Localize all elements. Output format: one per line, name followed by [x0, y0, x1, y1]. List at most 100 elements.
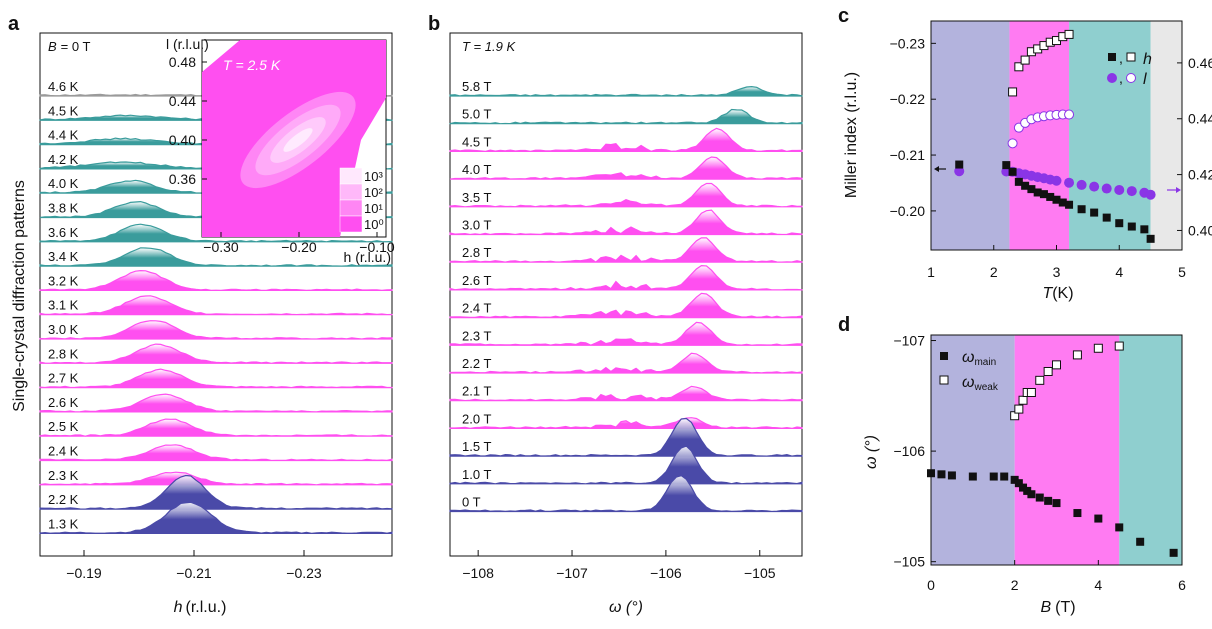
inset-y-tick-label: 0.36 — [169, 171, 196, 187]
panel-label-a: a — [8, 13, 20, 35]
inset-y-tick-label: 0.48 — [169, 54, 196, 70]
trace-label: 3.1 K — [48, 298, 79, 313]
panel-label-d: d — [838, 314, 850, 336]
colorbar-label: 10³ — [364, 169, 383, 184]
trace-2p6-K — [39, 393, 393, 413]
panel-c-x-label: T(K) — [1042, 285, 1073, 302]
b-x-tick-label: −105 — [744, 565, 776, 581]
trace-2p3-K — [39, 471, 393, 486]
trace-1p5-T — [449, 417, 803, 457]
d-x-tick-label: 6 — [1178, 577, 1186, 593]
inset-y-label: l (r.l.u.) — [166, 36, 209, 52]
h-main-point — [1077, 205, 1086, 214]
c-y-right-tick-label: 0.40 — [1188, 222, 1212, 238]
trace-label: 3.0 T — [462, 218, 491, 233]
omega-weak-point — [1114, 341, 1124, 351]
trace-label: 1.0 T — [462, 467, 491, 482]
trace-2p7-K — [39, 368, 393, 389]
omega-main-point — [937, 470, 946, 479]
legend-h-main-marker — [1108, 53, 1116, 61]
d-y-tick-label: −106 — [893, 443, 925, 459]
omega-main-point — [927, 469, 935, 478]
omega-main-point — [1052, 499, 1061, 508]
trace-label: 2.8 K — [48, 346, 79, 361]
trace-label: 3.2 K — [48, 273, 79, 288]
d-y-tick-label: −107 — [893, 333, 925, 349]
h-main-point — [1002, 161, 1011, 170]
trace-3p4-K — [39, 247, 393, 267]
omega-main-point — [1035, 493, 1044, 502]
trace-label: 2.8 T — [462, 245, 491, 260]
h-main-point — [1014, 177, 1023, 186]
colorbar-label: 10¹ — [364, 201, 383, 216]
panel-c: c 1 2 3 4 5 −0.23 −0.22 −0.21 −0.20 0.46 0.44 0.42 0… — [838, 5, 1212, 302]
h-weak-point — [1064, 29, 1074, 39]
trace-2p2-T — [449, 352, 803, 374]
trace-label: 4.0 T — [462, 162, 491, 177]
h-main-point — [1140, 225, 1149, 234]
d-x-tick-label: 2 — [1011, 577, 1019, 593]
a-x-tick-label: −0.19 — [66, 565, 102, 581]
panel-a-trace-labels: 4.6 K 4.5 K 4.4 K 4.2 K 4.0 K 3.8 K 3.6 K 3.4 K… — [48, 79, 79, 531]
inset-title: T = 2.5 K — [223, 57, 281, 73]
trace-label: 5.8 T — [462, 79, 491, 94]
l-main-point — [1126, 186, 1137, 197]
panel-c-legend: , h , l — [1107, 50, 1152, 88]
trace-1p3-K — [39, 501, 393, 535]
panel-d: d 0 2 4 6 −107 −106 −105 B (T) ω (°) ωmain ωwea… — [838, 314, 1186, 616]
omega-main-point — [1136, 537, 1145, 546]
l-main-point — [1076, 179, 1087, 190]
legend-weak-label: ωweak — [962, 374, 999, 393]
panel-b-frame — [449, 32, 803, 557]
l-main-point — [1064, 177, 1075, 188]
left-axis-arrowhead — [934, 166, 939, 172]
trace-2p4-T — [449, 292, 803, 319]
trace-4p0-T — [449, 156, 803, 180]
trace-label: 2.4 K — [48, 444, 79, 459]
h-main-point — [1058, 198, 1067, 207]
omega-main-point — [1019, 483, 1028, 492]
inset-y-tick-label: 0.44 — [169, 93, 196, 109]
omega-weak-point — [1052, 360, 1061, 370]
h-main-point — [1102, 213, 1111, 222]
phase-region — [931, 335, 1015, 565]
c-y-left-tick-label: −0.22 — [890, 91, 926, 107]
panel-d-frame — [930, 334, 1183, 566]
trace-label: 3.5 T — [462, 190, 491, 205]
panel-d-y-label: ω (°) — [863, 435, 880, 469]
c-y-left-tick-label: −0.23 — [890, 35, 926, 51]
panel-a-x-var: h — [174, 599, 183, 616]
legend-l-label: l — [1143, 71, 1147, 88]
l-main-point — [1089, 181, 1100, 192]
inset-y-tick-label: 0.40 — [169, 132, 196, 148]
c-x-tick-label: 3 — [1053, 264, 1061, 280]
h-weak-point — [1014, 62, 1024, 72]
trace-label: 2.0 T — [462, 411, 491, 426]
legend-sep-2: , — [1119, 70, 1123, 86]
trace-2p3-T — [449, 321, 803, 346]
c-x-tick-label: 4 — [1115, 264, 1123, 280]
colorbar-swatch — [339, 167, 363, 185]
legend-weak-marker — [939, 375, 949, 385]
c-y-left-tick-label: −0.20 — [890, 203, 926, 219]
trace-5p8-T — [449, 85, 803, 97]
trace-label: 0 T — [462, 495, 481, 510]
omega-weak-point — [1043, 366, 1053, 376]
panel-a-y-label: Single-crystal diffraction patterns — [11, 180, 28, 412]
l-main-point — [1101, 183, 1112, 194]
trace-2p0-T — [449, 417, 803, 430]
l-main-point — [1051, 175, 1062, 186]
phase-region — [1014, 335, 1120, 565]
c-y-right-tick-label: 0.42 — [1188, 167, 1212, 183]
omega-main-point — [989, 472, 998, 481]
h-weak-point — [1008, 87, 1018, 97]
legend-l-main-marker — [1107, 73, 1117, 83]
h-main-point — [1052, 195, 1061, 204]
trace-2p8-K — [39, 343, 393, 364]
l-weak-point — [1007, 138, 1018, 149]
c-y-right-tick-label: 0.44 — [1188, 111, 1212, 127]
h-main-point — [1127, 222, 1136, 231]
panel-a-field-label: B = 0 T — [48, 39, 90, 54]
panel-d-ticks: 0 2 4 6 −107 −106 −105 — [893, 333, 1186, 593]
